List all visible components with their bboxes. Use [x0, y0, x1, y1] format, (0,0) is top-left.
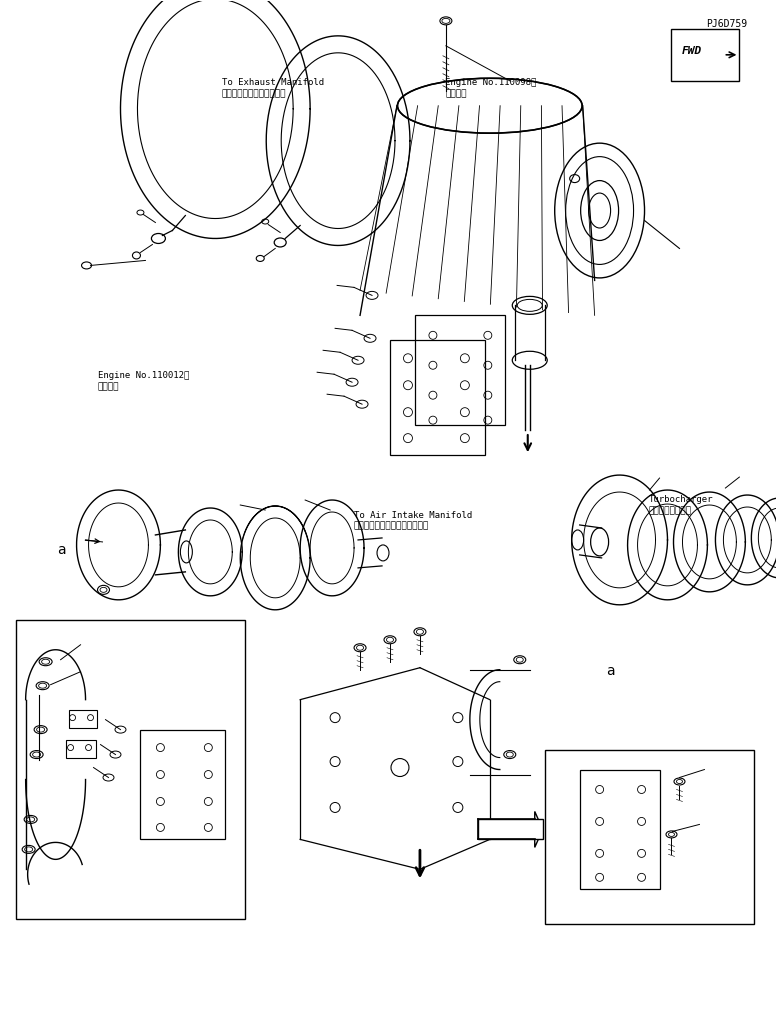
Text: 適用号機: 適用号機 — [98, 382, 119, 391]
Text: a: a — [57, 543, 66, 557]
Polygon shape — [535, 811, 542, 848]
Text: エアーインテークマニホールヘ: エアーインテークマニホールヘ — [354, 522, 429, 531]
Text: ターボチャージャ: ターボチャージャ — [648, 506, 692, 516]
Bar — [141, 730, 225, 839]
Bar — [16, 620, 246, 920]
Bar — [545, 749, 754, 925]
Text: a: a — [605, 664, 615, 678]
Text: FWD: FWD — [681, 46, 702, 56]
Text: Engine No.110012～: Engine No.110012～ — [98, 370, 189, 380]
Bar — [415, 316, 505, 425]
Text: To Exhaust Manifold: To Exhaust Manifold — [221, 78, 324, 87]
Text: PJ6D759: PJ6D759 — [706, 19, 747, 29]
Text: エキゾーストマニホールヘ: エキゾーストマニホールヘ — [221, 89, 286, 98]
Text: To Air Intake Manifold: To Air Intake Manifold — [354, 511, 472, 520]
Text: Turbocharger: Turbocharger — [648, 495, 713, 504]
Bar — [390, 340, 485, 455]
Text: 適用号機: 適用号機 — [445, 89, 467, 98]
Bar — [68, 709, 96, 728]
Bar — [580, 769, 660, 889]
Bar — [65, 740, 96, 757]
Bar — [671, 28, 740, 81]
Text: Engine No.110098～: Engine No.110098～ — [445, 78, 536, 87]
Bar — [478, 819, 542, 839]
